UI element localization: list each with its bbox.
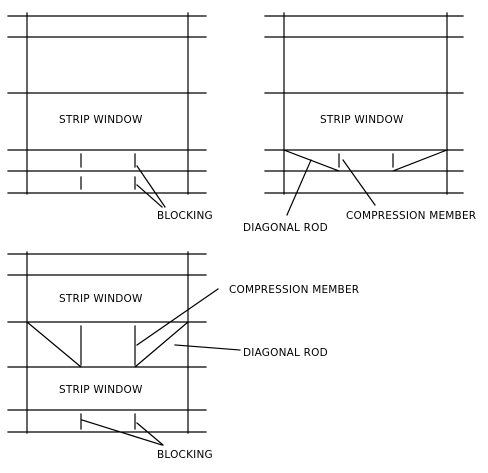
- panel-double-window-bottom: STRIP WINDOW STRIP WINDOW COMPRESSION ME…: [7, 251, 359, 461]
- strip-window-label: STRIP WINDOW: [320, 114, 404, 126]
- leader-line: [286, 159, 312, 216]
- compression-member-label: COMPRESSION MEMBER: [229, 284, 359, 296]
- panel-diagonal-top-right: STRIP WINDOW DIAGONAL ROD COMPRESSION ME…: [243, 12, 476, 234]
- blocking-label: BLOCKING: [157, 449, 213, 461]
- diagonal-rod-label: DIAGONAL ROD: [243, 347, 328, 359]
- strip-window-label-lower: STRIP WINDOW: [59, 384, 143, 396]
- diagonal-rod: [392, 149, 448, 172]
- leader-line: [174, 344, 241, 351]
- strip-window-label: STRIP WINDOW: [59, 114, 143, 126]
- strip-window-label-upper: STRIP WINDOW: [59, 293, 143, 305]
- diagonal-rod: [134, 321, 189, 368]
- leader-line: [136, 288, 219, 346]
- leader-line: [136, 422, 164, 446]
- blocking-label: BLOCKING: [157, 210, 213, 222]
- panel-blocking-top-left: STRIP WINDOW BLOCKING: [7, 12, 213, 222]
- diagonal-rod: [26, 321, 82, 368]
- leader-line: [81, 419, 163, 446]
- leader-line: [136, 165, 166, 208]
- compression-member-label: COMPRESSION MEMBER: [346, 210, 476, 222]
- diagonal-rod-label: DIAGONAL ROD: [243, 222, 328, 234]
- diagonal-rod: [283, 149, 340, 172]
- leader-line: [342, 159, 376, 206]
- leader-line: [136, 184, 163, 208]
